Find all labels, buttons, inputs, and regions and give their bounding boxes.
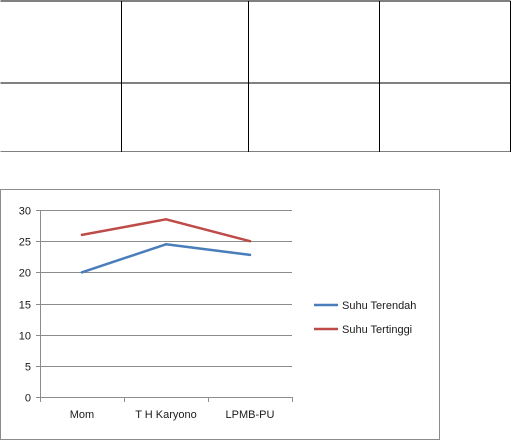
legend: Suhu Terendah Suhu Tertinggi: [314, 300, 416, 336]
y-tick-label: 30: [19, 206, 31, 218]
data-point: [80, 233, 84, 237]
x-tick-label: T H Karyono: [135, 409, 197, 421]
series-lines: [80, 218, 252, 274]
y-tick-label: 10: [19, 331, 31, 343]
data-point: [164, 243, 168, 246]
data-point: [248, 253, 252, 257]
y-tick-label: 5: [25, 362, 31, 374]
y-tick-label: 0: [25, 393, 31, 405]
legend-label: Suhu Terendah: [342, 300, 416, 312]
line-chart: 0 5 10 15 20 25 30 Mom T H Karyono LPMB-PU Suhu …: [0, 189, 440, 440]
empty-table: [0, 0, 511, 152]
data-point: [80, 271, 84, 274]
data-point: [248, 239, 252, 243]
x-tick-labels: Mom T H Karyono LPMB-PU: [70, 409, 275, 421]
chart-border: [0, 189, 440, 440]
x-tick-label: LPMB-PU: [226, 409, 275, 421]
x-tick-label: Mom: [70, 409, 94, 421]
y-tick-label: 15: [19, 300, 31, 312]
y-tick-labels: 0 5 10 15 20 25 30: [19, 206, 31, 405]
y-tick-label: 20: [19, 268, 31, 280]
legend-label: Suhu Tertinggi: [342, 324, 412, 336]
table-grid-lines: [0, 0, 511, 152]
data-point: [164, 218, 168, 221]
y-tick-label: 25: [19, 237, 31, 249]
